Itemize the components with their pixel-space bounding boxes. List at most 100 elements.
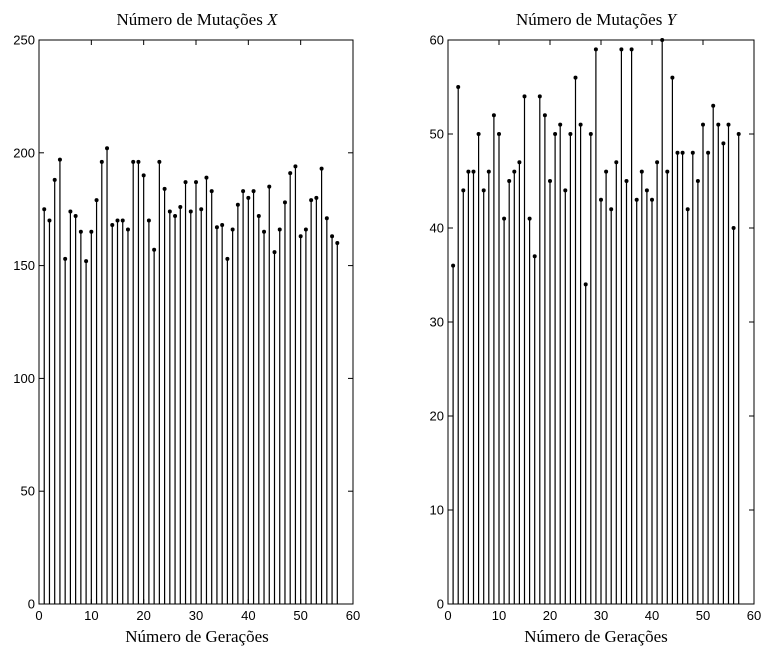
chart-left-stem: [57, 157, 62, 604]
chart-left-stem-marker: [330, 234, 335, 239]
chart-right-stem: [675, 150, 680, 604]
chart-left-stem-marker: [162, 186, 167, 191]
chart-left-stem-marker: [141, 173, 146, 178]
chart-right-stem-marker: [706, 150, 711, 155]
chart-right-stem-marker: [680, 150, 685, 155]
chart-right-stem-marker: [522, 94, 527, 99]
chart-left-stem: [146, 218, 151, 604]
chart-right-stem-marker: [512, 169, 517, 174]
chart-right-ticks: 0 10 20 30 40 50 60 0 10 20 30 40 50 60: [430, 33, 762, 624]
chart-left-stem-marker: [57, 157, 62, 162]
chart-right-stems: [451, 38, 741, 604]
chart-right-stem-marker: [507, 179, 512, 183]
chart-left-stem: [225, 256, 230, 604]
chart-right-stem-marker: [731, 226, 736, 230]
chart-left-stem-marker: [298, 234, 303, 239]
chart-left-xtick-label: 30: [189, 608, 203, 623]
chart-right-xtick-label: 10: [492, 608, 506, 623]
chart-left-stem-marker: [42, 207, 47, 212]
chart-right-stem-marker: [721, 141, 726, 146]
chart-left-stem: [335, 241, 340, 604]
chart-left-stem: [272, 250, 277, 604]
chart-right-stem-marker: [491, 113, 496, 118]
chart-left-xtick-label: 20: [136, 608, 150, 623]
chart-left-stem-marker: [256, 213, 261, 218]
chart-left-stem-marker: [272, 250, 277, 255]
chart-left-stem: [246, 195, 251, 604]
chart-right-stem-marker: [726, 122, 731, 127]
chart-right-stem-marker: [548, 179, 552, 183]
chart-left-stem-marker: [246, 195, 251, 200]
chart-left-stem-marker: [209, 189, 214, 194]
chart-right-stem-marker: [588, 132, 593, 136]
chart-right-ytick-label: 0: [437, 597, 444, 612]
chart-left-stem: [298, 234, 303, 604]
chart-left-stem-marker: [194, 180, 198, 185]
chart-right-stem: [736, 132, 741, 604]
chart-right-stem: [706, 150, 711, 604]
chart-left-stem-marker: [115, 218, 120, 223]
chart-right-stem: [451, 263, 456, 604]
chart-left-stem: [220, 222, 225, 604]
chart-right-stem-marker: [604, 169, 609, 174]
chart-left-stem-marker: [241, 189, 246, 194]
chart-right-stem-marker: [685, 207, 690, 212]
chart-left-stem: [68, 209, 73, 604]
chart-left-stem-marker: [110, 222, 115, 227]
chart-left-xlabel: Número de Gerações: [125, 627, 269, 646]
chart-right-stem-marker: [624, 179, 629, 183]
chart-right-ytick-label: 40: [430, 221, 444, 236]
chart-right-stem: [532, 254, 537, 604]
chart-left-stem: [152, 247, 157, 604]
chart-left: Número de Mutações X 0 10 20 30 40 50 60 0 50 100…: [13, 10, 360, 646]
chart-right-stem-marker: [614, 160, 619, 165]
chart-left-stem: [288, 171, 293, 604]
chart-right-stem-marker: [599, 197, 603, 202]
chart-left-stem-marker: [230, 227, 235, 232]
chart-right-stem: [542, 113, 547, 604]
chart-right-stem: [537, 94, 542, 604]
chart-left-stem-marker: [152, 247, 157, 252]
chart-left-stem: [314, 195, 319, 604]
chart-left-stem: [241, 189, 246, 604]
chart-right-stem: [573, 75, 578, 604]
chart-right-stem: [456, 85, 461, 604]
chart-right-title-var: Y: [667, 10, 678, 29]
chart-left-stem-marker: [319, 166, 324, 171]
chart-left-ticks: 0 10 20 30 40 50 60 0 50 100 150 200 250: [13, 33, 360, 624]
chart-right-stem-marker: [695, 179, 700, 183]
chart-left-stem-marker: [288, 171, 293, 176]
chart-right-stem-marker: [711, 103, 716, 108]
chart-right-ytick-label: 60: [430, 33, 444, 48]
chart-left-stem: [256, 213, 261, 604]
chart-right-title-text: Número de Mutações: [516, 10, 662, 29]
chart-left-ytick-label: 50: [21, 484, 35, 499]
chart-right-ytick-label: 20: [430, 409, 444, 424]
chart-left-stem-marker: [78, 229, 83, 234]
chart-right-stem: [701, 122, 705, 604]
chart-left-stem-marker: [199, 207, 204, 212]
chart-right-stem: [634, 197, 639, 604]
chart-right-stem: [558, 122, 563, 604]
chart-left-stem-marker: [324, 216, 329, 221]
chart-left-stem: [167, 209, 172, 604]
chart-left-stem: [42, 207, 47, 604]
chart-left-stem-marker: [157, 159, 162, 164]
chart-right-xtick-label: 40: [645, 608, 659, 623]
chart-right-stem-marker: [670, 75, 675, 80]
chart-right-stem: [481, 188, 486, 604]
chart-left-xtick-label: 40: [241, 608, 255, 623]
chart-right-stem-marker: [456, 85, 461, 89]
chart-left-stem-marker: [105, 146, 110, 151]
chart-left-stem-marker: [73, 213, 78, 218]
chart-left-stem: [105, 146, 110, 604]
chart-left-stem-marker: [136, 159, 141, 164]
chart-right-stem: [685, 207, 690, 604]
chart-right-stem-marker: [451, 263, 456, 268]
chart-right-stem: [680, 150, 685, 604]
chart-right-stem-marker: [701, 122, 705, 127]
chart-left-stem-marker: [173, 213, 178, 218]
chart-right-stem-marker: [675, 150, 680, 155]
chart-right-xlabel: Número de Gerações: [524, 627, 668, 646]
chart-right-stem-marker: [716, 122, 721, 127]
